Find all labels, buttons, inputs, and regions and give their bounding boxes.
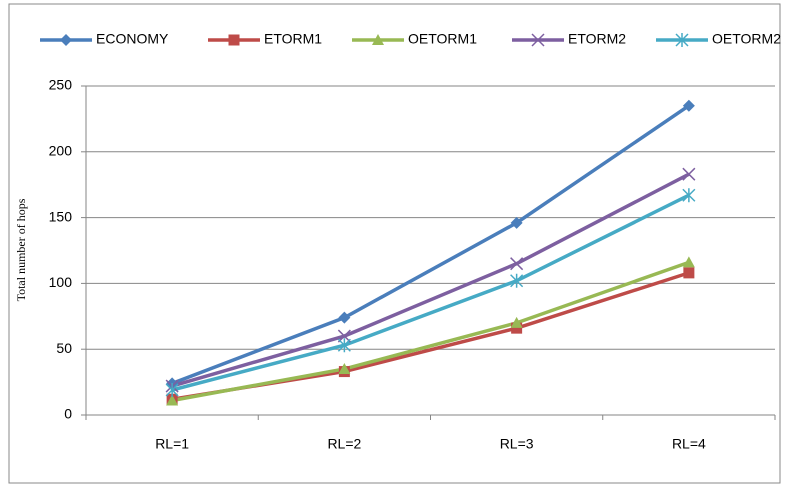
marker (510, 316, 523, 328)
marker (338, 311, 351, 324)
x-tick-label: RL=3 (500, 436, 534, 452)
marker (510, 273, 524, 288)
x-tick-label: RL=4 (672, 436, 706, 452)
marker (166, 394, 179, 406)
series-line (171, 260, 690, 403)
marker (337, 329, 351, 343)
y-tick-label: 100 (49, 274, 73, 290)
marker (682, 99, 695, 112)
chart-border (8, 3, 781, 484)
marker (338, 362, 351, 374)
x-tick-label: RL=1 (155, 436, 189, 452)
series-line (171, 172, 690, 388)
y-tick-label: 50 (56, 340, 72, 356)
marker (510, 216, 523, 229)
marker (372, 34, 384, 45)
marker (675, 33, 689, 47)
marker (682, 188, 696, 203)
legend-label: ECONOMY (96, 31, 169, 47)
legend-label: OETORM2 (712, 31, 781, 47)
legend-label: ETORM1 (264, 31, 322, 47)
marker (682, 167, 696, 181)
y-axis-label: Total number of hops (14, 198, 28, 301)
y-tick-label: 250 (49, 77, 73, 93)
marker (337, 338, 351, 353)
marker (683, 267, 695, 279)
legend-label: ETORM2 (568, 31, 626, 47)
y-tick-label: 150 (49, 208, 73, 224)
series-line (171, 193, 690, 392)
marker (510, 257, 524, 271)
series-line (171, 104, 690, 386)
legend-label: OETORM1 (408, 31, 477, 47)
x-tick-label: RL=2 (327, 436, 361, 452)
marker (165, 382, 179, 397)
marker (531, 33, 545, 47)
marker (511, 322, 523, 334)
marker (228, 34, 240, 46)
marker (682, 256, 695, 268)
marker (60, 34, 72, 46)
y-tick-label: 0 (64, 406, 72, 422)
y-tick-label: 200 (49, 143, 73, 159)
